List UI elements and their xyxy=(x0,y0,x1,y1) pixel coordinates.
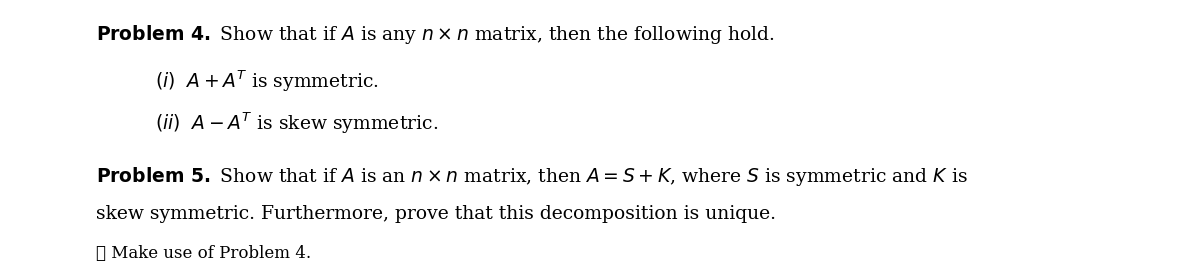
Text: $(i)$  $A + A^T$ is symmetric.: $(i)$ $A + A^T$ is symmetric. xyxy=(155,69,379,94)
Text: skew symmetric. Furthermore, prove that this decomposition is unique.: skew symmetric. Furthermore, prove that … xyxy=(96,205,776,223)
Text: $\mathbf{Problem\ 4.}$ Show that if $A$ is any $n\times n$ matrix, then the foll: $\mathbf{Problem\ 4.}$ Show that if $A$ … xyxy=(96,23,774,46)
Text: ☛ Make use of Problem 4.: ☛ Make use of Problem 4. xyxy=(96,245,311,262)
Text: $\mathbf{Problem\ 5.}$ Show that if $A$ is an $n\times n$ matrix, then $A = S + : $\mathbf{Problem\ 5.}$ Show that if $A$ … xyxy=(96,165,967,188)
Text: $(ii)$  $A - A^T$ is skew symmetric.: $(ii)$ $A - A^T$ is skew symmetric. xyxy=(155,111,438,136)
